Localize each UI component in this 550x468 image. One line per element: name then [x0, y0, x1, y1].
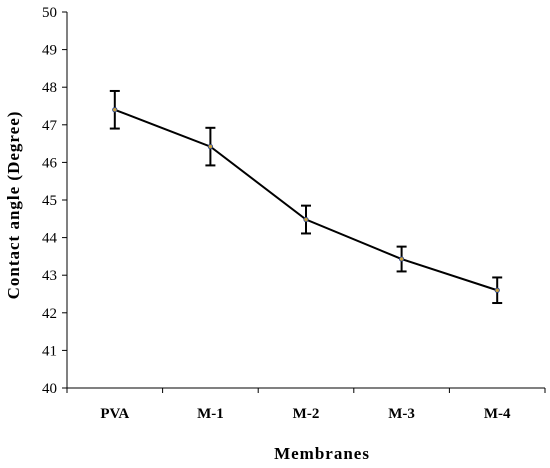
- x-tick-label: M-2: [293, 406, 320, 422]
- y-tick-label: 50: [42, 5, 57, 21]
- x-axis-title: Membranes: [274, 444, 370, 463]
- x-tick-label: M-3: [388, 406, 415, 422]
- y-tick-label: 40: [42, 381, 57, 397]
- y-axis-ticks: 40 41 42 43 44 45 46 47 48 49 50: [42, 5, 67, 397]
- y-tick-label: 49: [42, 43, 57, 59]
- series-line: [114, 108, 498, 292]
- y-tick-label: 46: [42, 155, 58, 171]
- y-tick-label: 48: [42, 80, 57, 96]
- series-group: [109, 89, 503, 305]
- x-tick-label: M-4: [484, 406, 511, 422]
- y-tick-label: 44: [42, 231, 58, 247]
- x-tick-label: PVA: [100, 406, 129, 422]
- x-axis-ticks: PVA M-1 M-2 M-3 M-4: [66, 388, 546, 422]
- y-tick-label: 45: [42, 193, 57, 209]
- x-tick-label: M-1: [197, 406, 224, 422]
- data-point: [398, 256, 405, 262]
- y-axis-title: Contact angle (Degree): [4, 111, 23, 300]
- data-point: [207, 144, 213, 150]
- y-tick-label: 42: [42, 306, 57, 322]
- y-tick-label: 47: [42, 118, 58, 134]
- y-tick-label: 41: [42, 343, 57, 359]
- data-point: [112, 107, 118, 113]
- data-point: [303, 216, 309, 223]
- data-point: [494, 287, 500, 293]
- axes: [66, 12, 545, 389]
- y-tick-label: 43: [42, 268, 57, 284]
